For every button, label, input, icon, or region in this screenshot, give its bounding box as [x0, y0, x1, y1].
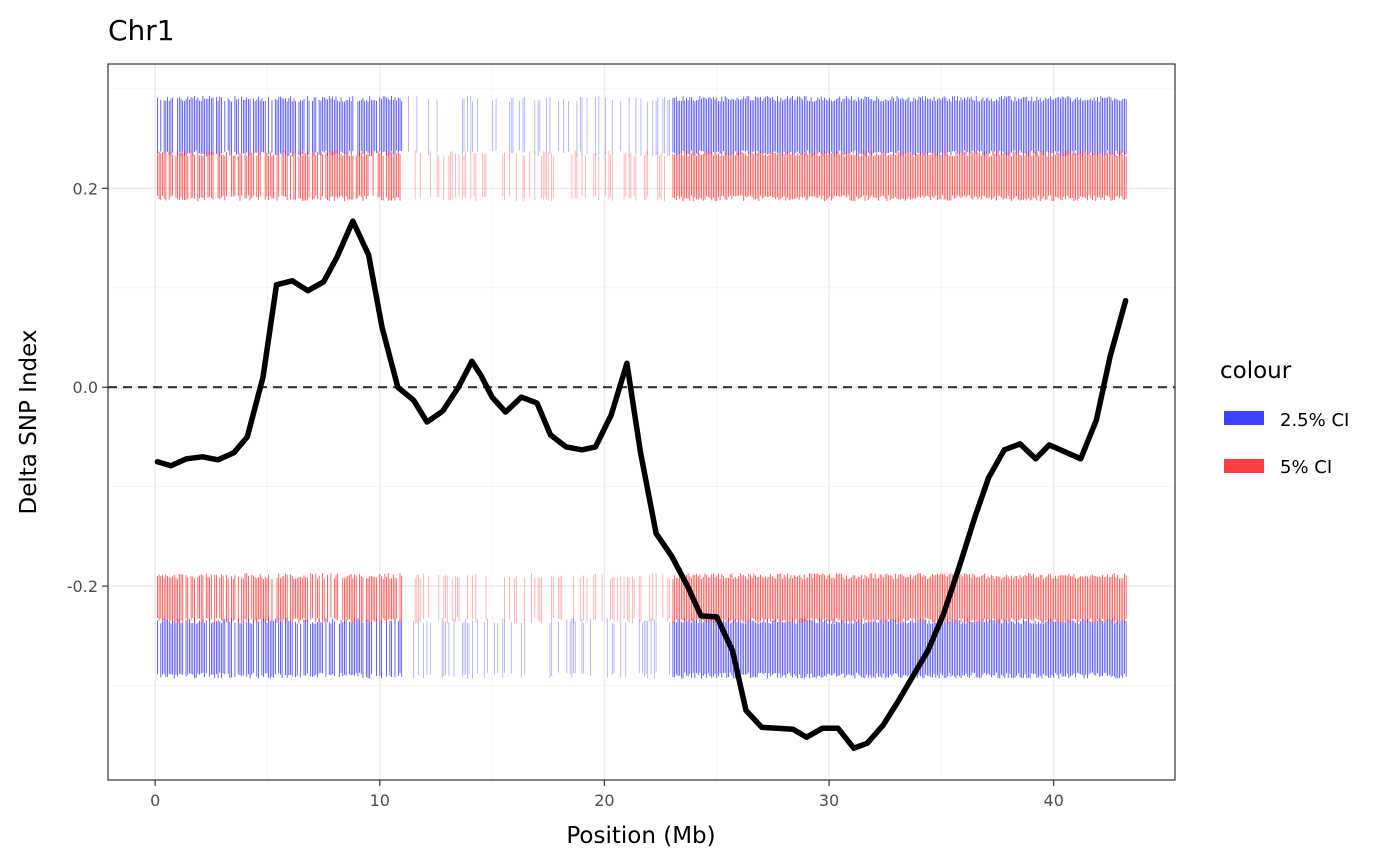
series-line-group: [154, 218, 1129, 751]
x-tick-label: 40: [1044, 791, 1064, 810]
x-tick-label: 0: [150, 791, 160, 810]
y-axis-title: Delta SNP Index: [16, 330, 42, 515]
x-tick-label: 20: [594, 791, 614, 810]
legend-swatch-5-ci: [1224, 459, 1264, 473]
axis-ticks: 0 10 20 30 40 -0.2 0.0 0.2: [67, 179, 1064, 810]
legend-label-5-ci: 5% CI: [1280, 457, 1332, 478]
ci-band-2-5: [157, 95, 1127, 679]
legend: colour 2.5% CI 5% CI: [1220, 358, 1349, 478]
x-axis-title: Position (Mb): [566, 823, 715, 849]
legend-swatch-2-5-ci: [1224, 411, 1264, 425]
legend-label-2-5-ci: 2.5% CI: [1280, 410, 1349, 431]
ci-bands: [157, 95, 1127, 679]
x-tick-label: 30: [819, 791, 839, 810]
x-tick-label: 10: [370, 791, 390, 810]
delta-snp-index-line: [154, 218, 1129, 751]
ci-band-5: [157, 150, 1127, 624]
legend-title: colour: [1220, 358, 1292, 384]
y-tick-label: 0.2: [73, 179, 98, 198]
plot-panel-border: [107, 63, 1176, 781]
y-tick-label: -0.2: [67, 577, 98, 596]
chart-title: Chr1: [108, 14, 175, 47]
y-tick-label: 0.0: [73, 378, 98, 397]
